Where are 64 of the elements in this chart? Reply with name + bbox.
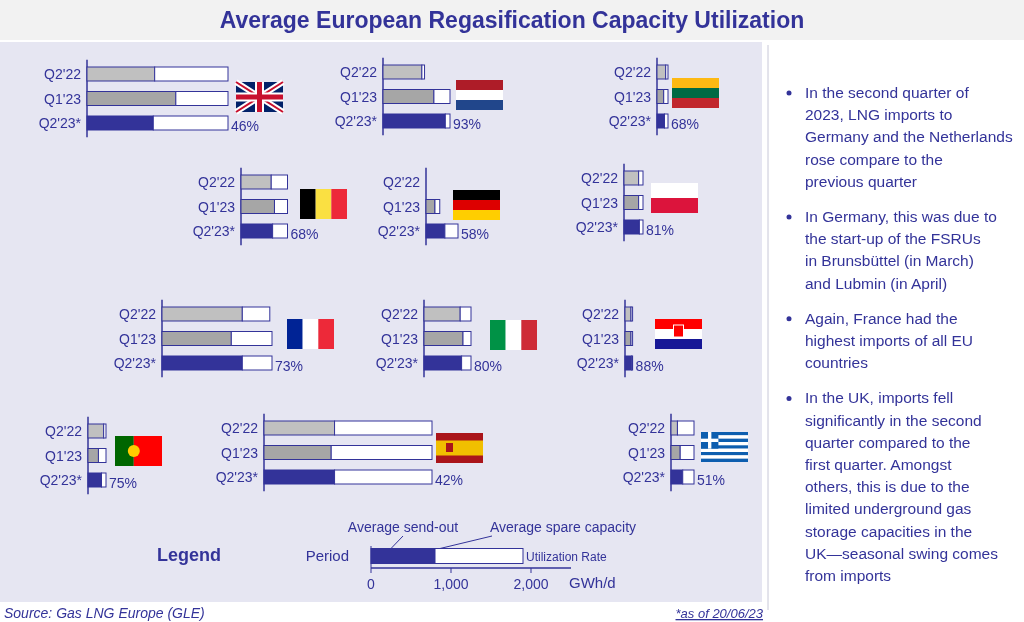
text: 46%	[231, 118, 260, 134]
y-tick-label: Q1'23	[582, 330, 620, 347]
y-tick-label: Q2'23*	[215, 469, 259, 485]
y-tick-label: Q1'23	[381, 330, 419, 347]
y-tick-label: Q2'22	[340, 64, 378, 80]
text: 68%	[671, 116, 700, 132]
y-tick-label: Q2'23*	[576, 355, 620, 371]
text: 75%	[109, 475, 138, 491]
y-tick-label: Q2'22	[581, 170, 619, 186]
text: Legend	[156, 545, 221, 565]
x-tick-label: 2,000	[513, 576, 549, 592]
y-tick-label: Q1'23	[383, 198, 421, 215]
text: Average European Regasification Capacity Utilization	[219, 7, 805, 33]
y-tick-label: Q2'23*	[39, 472, 83, 488]
y-tick-label: Q2'22	[381, 306, 419, 322]
y-tick-label: Q1'23	[45, 447, 83, 464]
text: 80%	[474, 358, 503, 374]
y-tick-label: Q2'23*	[375, 355, 419, 371]
y-tick-label: Q2'22	[119, 306, 157, 322]
y-tick-label: Period	[305, 547, 349, 564]
series-label: Average spare capacity	[490, 519, 637, 535]
text: 88%	[635, 358, 664, 374]
y-tick-label: Q1'23	[581, 194, 619, 211]
y-tick-label: Q2'23*	[377, 223, 421, 239]
text: 51%	[697, 472, 726, 488]
text: *as of 20/06/23	[675, 606, 764, 621]
text: 73%	[275, 358, 304, 374]
y-tick-label: Q2'22	[582, 306, 620, 322]
y-tick-label: Q2'23*	[38, 115, 82, 131]
y-tick-label: Q1'23	[340, 88, 378, 105]
y-tick-label: Q2'22	[198, 174, 236, 190]
y-tick-label: Q1'23	[614, 88, 652, 105]
y-tick-label: Q2'22	[614, 64, 652, 80]
y-tick-label: Q2'23*	[334, 113, 378, 129]
text: 81%	[646, 222, 675, 238]
y-tick-label: Q2'23*	[113, 355, 157, 371]
y-tick-label: Q2'22	[44, 66, 82, 82]
text: 93%	[453, 116, 482, 132]
text: 42%	[435, 472, 464, 488]
y-tick-label: Q2'22	[383, 174, 421, 190]
text: In the UK, imports fell significantly in the second quarter compared to the first quarter. Amongst others, this is due to the limited underground gas storage capacities in the UK—seasonal swing comes from imports	[805, 389, 998, 584]
y-tick-label: Q1'23	[119, 330, 157, 347]
x-tick-label: 1,000	[433, 576, 469, 592]
y-tick-label: Q1'23	[221, 444, 259, 461]
y-tick-label: Q2'23*	[608, 113, 652, 129]
text: In Germany, this was due to the start-up of the FSRUs in Brunsbüttel (in March) and Lubmin (in April)	[805, 208, 997, 292]
text: In the second quarter of 2023, LNG imports to Germany and the Netherlands rose compare to the previous quarter	[805, 84, 1013, 190]
y-tick-label: Q2'23*	[192, 223, 236, 239]
series-label: Average send-out	[347, 519, 459, 535]
text: Again, France had the highest imports of all EU countries	[805, 309, 973, 372]
y-tick-label: Q1'23	[44, 90, 82, 107]
text: 58%	[461, 226, 490, 242]
y-tick-label: Q2'22	[221, 420, 259, 436]
annotation: Utilization Rate	[526, 550, 608, 564]
y-tick-label: Q1'23	[628, 444, 666, 461]
y-tick-label: Q2'22	[45, 423, 83, 439]
source-note: Source: Gas LNG Europe (GLE)	[4, 605, 205, 621]
text: 68%	[290, 226, 319, 242]
y-tick-label: Q2'23*	[622, 469, 666, 485]
x-tick-label: 0	[367, 576, 376, 592]
y-tick-label: Q1'23	[198, 198, 236, 215]
y-tick-label: Q2'23*	[575, 219, 619, 235]
y-tick-label: Q2'22	[628, 420, 666, 436]
x-axis-title: GWh/d	[569, 574, 616, 591]
